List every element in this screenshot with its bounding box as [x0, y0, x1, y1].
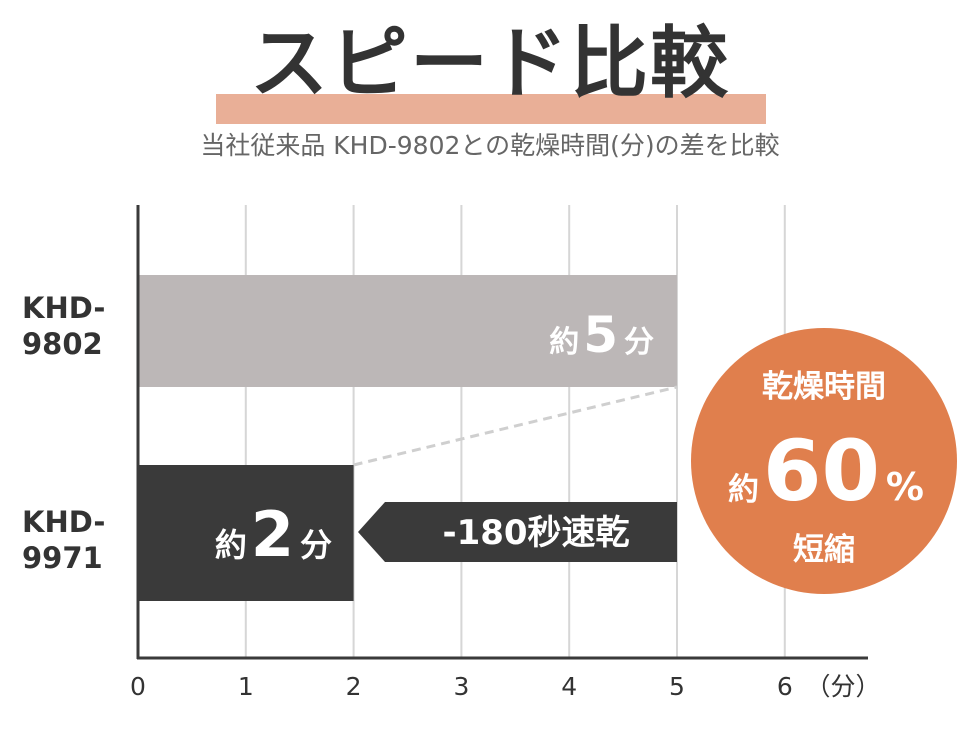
badge-percent-sign: % [886, 465, 924, 509]
value-number: 5 [583, 306, 618, 364]
value-prefix: 約 [549, 325, 579, 360]
page-subtitle: 当社従来品 KHD-9802との乾燥時間(分)の差を比較 [200, 131, 780, 160]
x-tick-label: 4 [561, 672, 577, 701]
page-title: スピード比較 [249, 19, 730, 109]
badge-line1: 乾燥時間 [762, 369, 886, 405]
x-tick-label: 0 [130, 672, 146, 701]
x-tick-label: 6 [777, 672, 793, 701]
value-unit: 分 [624, 325, 654, 360]
difference-arrow [358, 502, 677, 562]
badge-percent: 約60% [728, 422, 924, 520]
chart-bars [138, 275, 678, 601]
category-label: 9802 [22, 327, 103, 361]
category-label: KHD- [22, 505, 105, 539]
x-unit-label: （分） [805, 672, 880, 701]
x-tick-label: 1 [238, 672, 254, 701]
value-number: 2 [251, 498, 294, 571]
chart-axes [136, 205, 868, 660]
difference-label: -180秒速乾 [442, 513, 629, 553]
value-prefix: 約 [215, 526, 247, 564]
value-unit: 分 [300, 526, 332, 564]
badge-number: 60 [763, 422, 880, 520]
badge-line3: 短縮 [793, 532, 855, 568]
x-tick-label: 3 [453, 672, 469, 701]
dashed-connector [353, 385, 678, 467]
title-highlight [216, 94, 766, 124]
x-tick-label: 2 [346, 672, 362, 701]
bar-khd-9802 [138, 275, 677, 387]
category-label: KHD- [22, 291, 105, 325]
bar-khd-9971 [138, 465, 354, 601]
category-label: 9971 [22, 541, 103, 575]
bar-value-label: 約5 分 [549, 306, 654, 364]
bar-value-label: 約2 分 [215, 498, 332, 571]
badge-prefix: 約 [728, 472, 759, 508]
badge-circle [691, 328, 957, 594]
x-tick-label: 5 [669, 672, 685, 701]
